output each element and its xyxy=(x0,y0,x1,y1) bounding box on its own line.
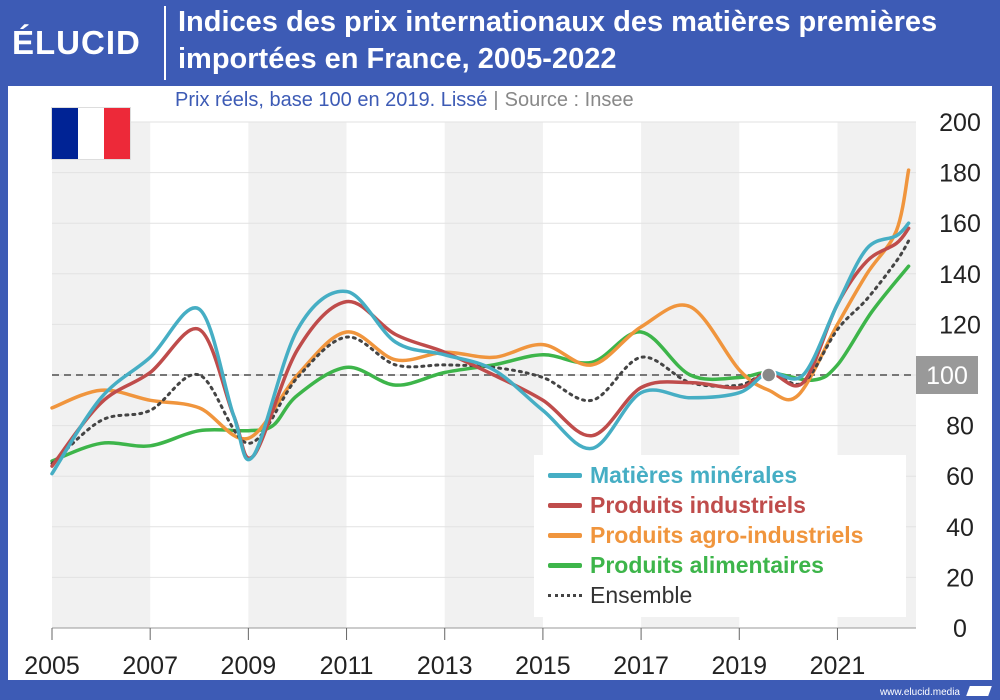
x-tick-label-2007: 2007 xyxy=(122,652,178,680)
legend-swatch-produits-industriels xyxy=(548,502,582,508)
y-tick-label-160: 160 xyxy=(939,210,981,238)
flag-stripe-blue xyxy=(52,108,78,159)
reference-label: 100 xyxy=(926,362,968,390)
france-flag-icon xyxy=(52,108,130,159)
flag-stripe-white xyxy=(78,108,104,159)
legend-swatch-matieres-minerales xyxy=(548,472,582,478)
reference-label-box xyxy=(916,356,978,394)
chart-subtitle: Prix réels, base 100 en 2019. Lissé | Sour… xyxy=(175,89,634,112)
legend-label-ensemble: Ensemble xyxy=(590,581,693,608)
x-tick-label-2021: 2021 xyxy=(810,652,866,680)
y-tick-label-200: 200 xyxy=(939,109,981,137)
legend-swatch-produits-alimentaires xyxy=(548,562,582,568)
y-tick-label-20: 20 xyxy=(946,564,974,592)
x-tick-label-2015: 2015 xyxy=(515,652,571,680)
legend-swatch-produits-agro-industriels xyxy=(548,532,582,538)
chart-legend: Matières minérales Produits industriels Pr… xyxy=(534,455,906,617)
base-2019-point xyxy=(760,367,777,383)
y-tick-label-0: 0 xyxy=(953,615,967,643)
header-divider xyxy=(164,6,166,80)
x-tick-label-2009: 2009 xyxy=(221,652,277,680)
legend-item-produits-alimentaires: Produits alimentaires xyxy=(548,551,824,579)
source-text: Source : Insee xyxy=(504,89,634,111)
header: ÉLUCID Indices des prix internationaux d… xyxy=(0,0,1000,86)
legend-item-ensemble: Ensemble xyxy=(548,581,692,609)
subtitle-text: Prix réels, base 100 en 2019. Lissé xyxy=(175,89,488,111)
y-tick-label-120: 120 xyxy=(939,311,981,339)
series-line-ensemble xyxy=(50,239,911,465)
y-tick-label-40: 40 xyxy=(946,514,974,542)
chart-title: Indices des prix internationaux des mati… xyxy=(178,6,938,75)
x-tick-label-2005: 2005 xyxy=(24,652,80,680)
legend-label-matieres-minerales: Matières minérales xyxy=(590,461,798,488)
legend-label-produits-agro-industriels: Produits agro-industriels xyxy=(590,521,864,548)
y-tick-label-60: 60 xyxy=(946,463,974,491)
legend-item-produits-agro-industriels: Produits agro-industriels xyxy=(548,521,863,549)
x-tick-label-2013: 2013 xyxy=(417,652,473,680)
series-line-matieres-minerales xyxy=(50,221,911,476)
elucid-logo: ÉLUCID xyxy=(12,24,141,61)
legend-item-matieres-minerales: Matières minérales xyxy=(548,461,797,489)
flag-stripe-red xyxy=(104,108,130,159)
x-tick-label-2011: 2011 xyxy=(320,652,374,680)
legend-label-produits-alimentaires: Produits alimentaires xyxy=(590,551,824,578)
series-line-produits-industriels xyxy=(50,226,911,468)
y-tick-label-140: 140 xyxy=(939,261,981,289)
footer-url: www.elucid.media xyxy=(879,687,960,698)
series-line-produits-agro-industriels xyxy=(50,168,911,441)
y-tick-label-180: 180 xyxy=(939,160,981,188)
legend-label-produits-industriels: Produits industriels xyxy=(590,491,806,518)
elucid-mark-icon xyxy=(966,686,992,696)
y-tick-label-80: 80 xyxy=(946,413,974,441)
x-tick-label-2017: 2017 xyxy=(613,652,669,680)
legend-swatch-ensemble xyxy=(548,593,582,597)
subtitle-separator: | xyxy=(493,89,499,111)
x-tick-label-2019: 2019 xyxy=(711,652,767,680)
legend-item-produits-industriels: Produits industriels xyxy=(548,491,806,519)
